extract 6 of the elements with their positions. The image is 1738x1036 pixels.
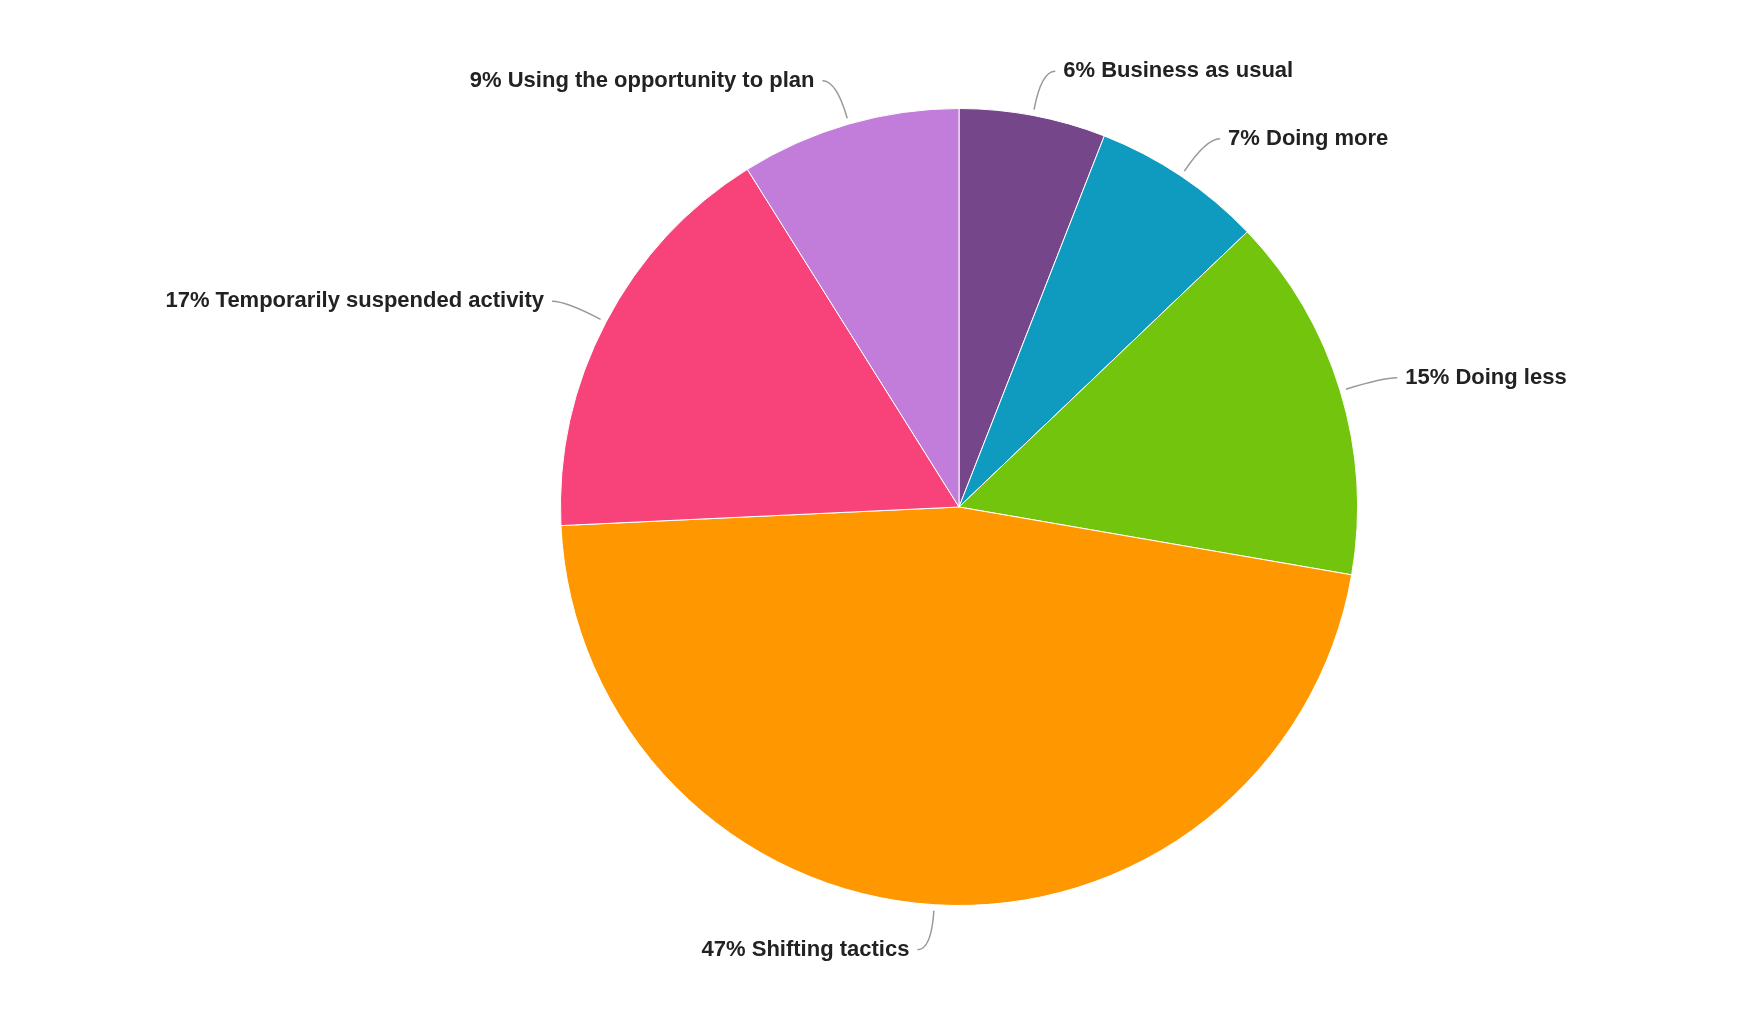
slice-label: 6% Business as usual (1063, 57, 1294, 83)
slice-label: 47% Shifting tactics (701, 935, 910, 961)
slice-label: 9% Using the opportunity to plan (469, 66, 815, 92)
slice-label: 7% Doing more (1228, 124, 1389, 150)
slice-label: 15% Doing less (1405, 363, 1567, 389)
slice-label: 17% Temporarily suspended activity (165, 287, 545, 313)
